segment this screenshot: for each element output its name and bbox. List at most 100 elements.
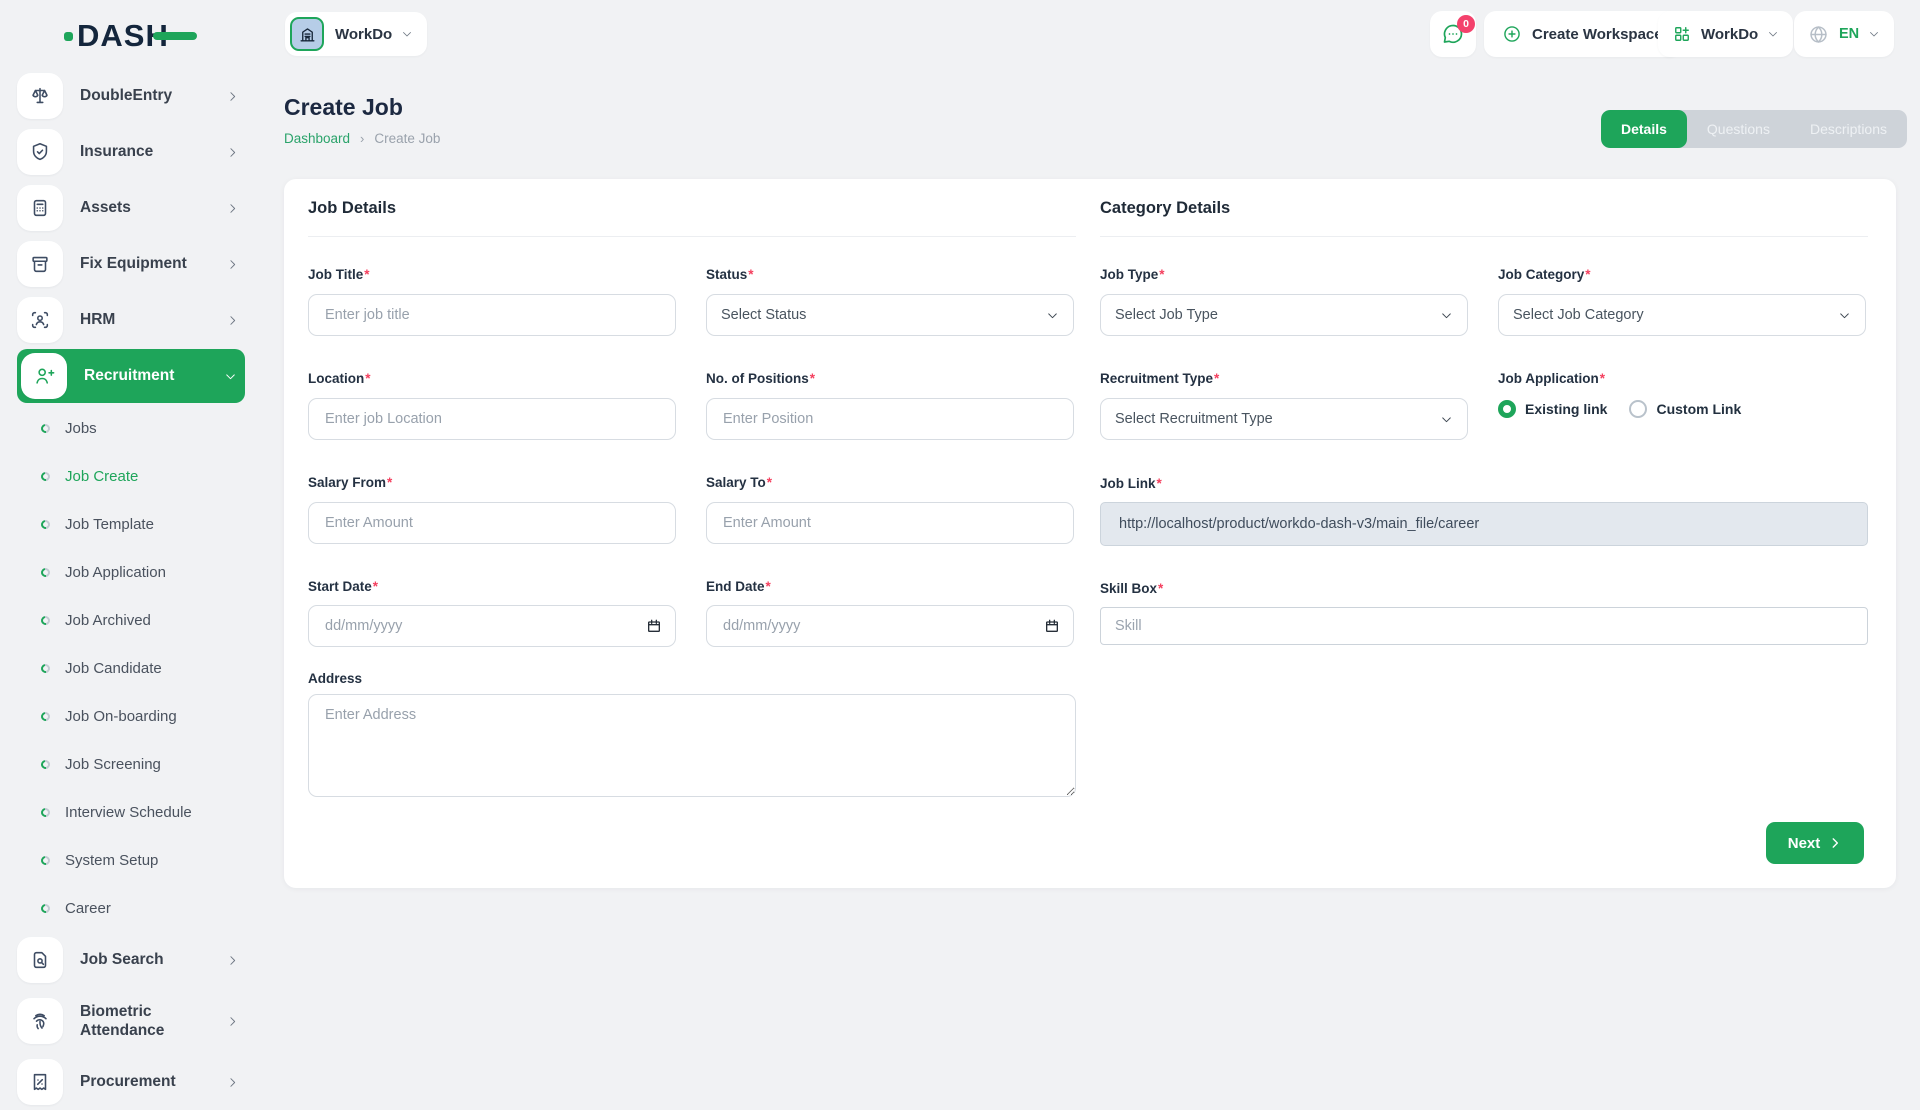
- sidebar-item-fix-equipment[interactable]: Fix Equipment: [17, 236, 245, 292]
- tab-questions[interactable]: Questions: [1687, 110, 1790, 148]
- sidebar-subitem-label: Job Screening: [65, 756, 161, 773]
- tab-details[interactable]: Details: [1601, 110, 1687, 148]
- required-marker: *: [1157, 476, 1162, 491]
- sidebar-item-recruitment[interactable]: Recruitment: [17, 349, 245, 403]
- address-textarea[interactable]: [308, 694, 1076, 797]
- status-select-value: Select Status: [721, 307, 806, 323]
- salary-to-input[interactable]: [706, 502, 1074, 544]
- chevron-right-icon: [226, 90, 239, 103]
- sidebar-subitem-job-candidate[interactable]: Job Candidate: [17, 644, 245, 692]
- sidebar-item-label: Assets: [80, 198, 131, 217]
- chevron-down-icon: [1046, 309, 1059, 322]
- bullet-icon: [39, 566, 52, 579]
- custom-link-radio-label[interactable]: Custom Link: [1656, 401, 1741, 417]
- archive-box-icon: [17, 241, 63, 287]
- job-type-select[interactable]: Select Job Type: [1100, 294, 1468, 336]
- receipt-percent-icon: [17, 1059, 63, 1105]
- location-label: Location*: [308, 371, 371, 386]
- sidebar-item-label: Insurance: [80, 142, 153, 161]
- job-link-label: Job Link*: [1100, 476, 1162, 491]
- grid-plus-icon: [1672, 24, 1692, 44]
- app-menu-label: WorkDo: [1701, 26, 1758, 43]
- logo-dot-icon: [64, 32, 73, 41]
- section-title: Category Details: [1100, 199, 1230, 218]
- sidebar-subitem-system-setup[interactable]: System Setup: [17, 836, 245, 884]
- start-date-input[interactable]: [308, 605, 676, 647]
- sidebar-item-label: Job Search: [80, 950, 164, 969]
- sidebar-subitem-label: Job Template: [65, 516, 154, 533]
- create-workspace-button[interactable]: Create Workspace: [1484, 11, 1681, 57]
- bullet-icon: [39, 758, 52, 771]
- sidebar-subitem-job-template[interactable]: Job Template: [17, 500, 245, 548]
- sidebar-item-job-search[interactable]: Job Search: [17, 932, 245, 988]
- scales-icon: [17, 73, 63, 119]
- tab-descriptions[interactable]: Descriptions: [1790, 110, 1907, 148]
- chevron-down-icon: [1440, 309, 1453, 322]
- end-date-input[interactable]: [706, 605, 1074, 647]
- bullet-icon: [39, 854, 52, 867]
- salary-from-input[interactable]: [308, 502, 676, 544]
- chevron-down-icon: [224, 370, 237, 383]
- fingerprint-icon: [17, 998, 63, 1044]
- required-marker: *: [1214, 371, 1219, 386]
- divider: [308, 236, 1076, 237]
- existing-link-radio-label[interactable]: Existing link: [1525, 401, 1607, 417]
- end-date-label: End Date*: [706, 579, 771, 594]
- positions-input[interactable]: [706, 398, 1074, 440]
- custom-link-radio[interactable]: [1629, 400, 1647, 418]
- chat-bubble-icon: 0: [1441, 22, 1465, 46]
- sidebar-subitem-label: Job Archived: [65, 612, 151, 629]
- job-category-select[interactable]: Select Job Category: [1498, 294, 1866, 336]
- breadcrumb: Dashboard › Create Job: [284, 131, 440, 146]
- job-category-select-value: Select Job Category: [1513, 307, 1644, 323]
- required-marker: *: [365, 371, 370, 386]
- sidebar-subitem-career[interactable]: Career: [17, 884, 245, 932]
- dash-logo[interactable]: DASH: [64, 18, 197, 54]
- skill-box-input[interactable]: [1100, 607, 1868, 645]
- file-search-icon: [17, 937, 63, 983]
- salary-to-label: Salary To*: [706, 475, 772, 490]
- sidebar-item-label: Biometric Attendance: [80, 1002, 208, 1041]
- sidebar-item-assets[interactable]: Assets: [17, 180, 245, 236]
- sidebar-item-doubleentry[interactable]: DoubleEntry: [17, 68, 245, 124]
- bullet-icon: [39, 518, 52, 531]
- start-date-label: Start Date*: [308, 579, 378, 594]
- chevron-down-icon: [1868, 28, 1880, 40]
- required-marker: *: [373, 579, 378, 594]
- positions-label: No. of Positions*: [706, 371, 815, 386]
- breadcrumb-dashboard-link[interactable]: Dashboard: [284, 131, 350, 146]
- job-title-input[interactable]: [308, 294, 676, 336]
- sidebar-item-label: DoubleEntry: [80, 86, 172, 105]
- recruitment-type-select[interactable]: Select Recruitment Type: [1100, 398, 1468, 440]
- sidebar-subitem-job-archived[interactable]: Job Archived: [17, 596, 245, 644]
- next-button[interactable]: Next: [1766, 822, 1864, 864]
- sidebar-item-insurance[interactable]: Insurance: [17, 124, 245, 180]
- section-title: Job Details: [308, 199, 396, 218]
- sidebar-subitem-job-application[interactable]: Job Application: [17, 548, 245, 596]
- messages-button[interactable]: 0: [1430, 11, 1476, 57]
- sidebar-subitem-label: Job Application: [65, 564, 166, 581]
- sidebar-subitem-job-onboarding[interactable]: Job On-boarding: [17, 692, 245, 740]
- workspace-selector[interactable]: WorkDo: [285, 12, 427, 56]
- job-category-label: Job Category*: [1498, 267, 1591, 282]
- language-selector[interactable]: EN: [1794, 11, 1894, 57]
- chevron-right-icon: [226, 202, 239, 215]
- required-marker: *: [748, 267, 753, 282]
- sidebar-subitem-jobs[interactable]: Jobs: [17, 404, 245, 452]
- sidebar-subitem-label: System Setup: [65, 852, 158, 869]
- sidebar-item-procurement[interactable]: Procurement: [17, 1054, 245, 1110]
- app-menu-button[interactable]: WorkDo: [1658, 11, 1793, 57]
- globe-icon: [1808, 24, 1829, 45]
- status-select[interactable]: Select Status: [706, 294, 1074, 336]
- existing-link-radio[interactable]: [1498, 400, 1516, 418]
- divider: [1100, 236, 1868, 237]
- messages-badge: 0: [1457, 15, 1475, 33]
- chevron-separator-icon: ›: [360, 131, 364, 146]
- sidebar-subitem-job-screening[interactable]: Job Screening: [17, 740, 245, 788]
- sidebar-item-biometric-attendance[interactable]: Biometric Attendance: [17, 988, 245, 1054]
- location-input[interactable]: [308, 398, 676, 440]
- sidebar-item-hrm[interactable]: HRM: [17, 292, 245, 348]
- sidebar-subitem-interview-schedule[interactable]: Interview Schedule: [17, 788, 245, 836]
- sidebar-subitem-job-create[interactable]: Job Create: [17, 452, 245, 500]
- job-details-section: Job Details Job Title* Status* Select St…: [308, 179, 1076, 888]
